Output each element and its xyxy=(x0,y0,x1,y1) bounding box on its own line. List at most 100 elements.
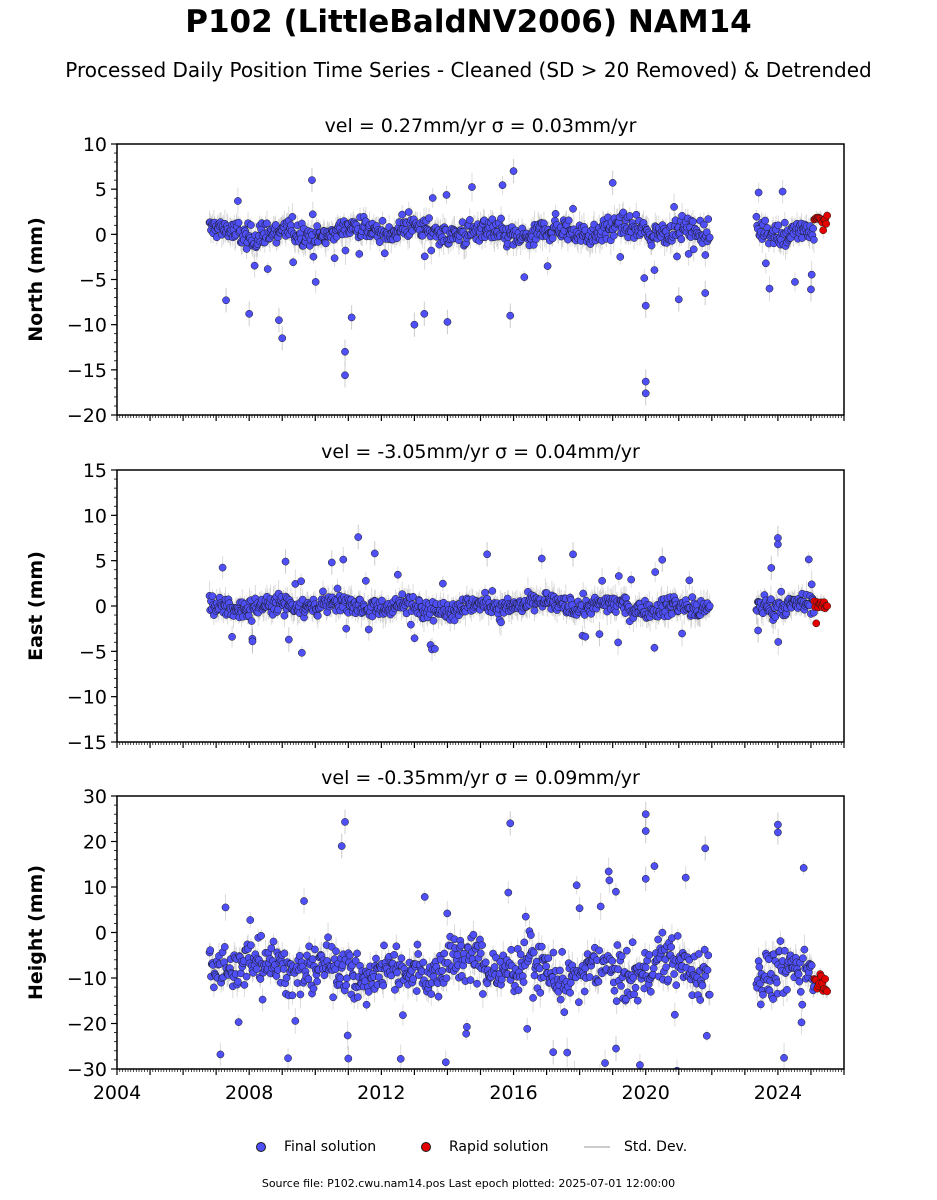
final-point xyxy=(465,216,474,224)
final-point xyxy=(288,212,297,221)
final-point xyxy=(443,909,452,918)
final-point xyxy=(614,572,623,580)
rapid-solution-points xyxy=(810,597,831,628)
final-point xyxy=(247,617,256,625)
final-point xyxy=(614,638,622,647)
final-point xyxy=(398,590,407,598)
final-point xyxy=(650,266,659,274)
final-point xyxy=(271,221,280,229)
final-point xyxy=(353,993,362,1001)
final-point xyxy=(625,212,634,220)
figure-title: P102 (LittleBaldNV2006) NAM14 xyxy=(185,4,752,40)
y-axis-label: North (mm) xyxy=(25,217,47,342)
y-tick-label: −5 xyxy=(79,270,107,292)
final-point xyxy=(809,224,817,233)
final-point xyxy=(705,602,714,610)
final-point xyxy=(807,270,816,279)
final-point xyxy=(278,334,287,343)
y-ticks: −20 −15 −10 −5 0 5 10 xyxy=(67,134,117,427)
final-point xyxy=(300,897,308,905)
final-point xyxy=(428,194,437,202)
final-point xyxy=(314,611,322,620)
final-point xyxy=(234,1018,243,1026)
final-point xyxy=(674,295,683,304)
final-point xyxy=(420,252,429,261)
final-point xyxy=(393,570,402,579)
final-point xyxy=(450,616,459,625)
final-point xyxy=(777,587,785,596)
final-point xyxy=(372,954,380,963)
final-point xyxy=(392,942,401,951)
rapid-point xyxy=(819,226,828,235)
final-point xyxy=(313,222,321,230)
final-point xyxy=(280,611,289,620)
final-point xyxy=(419,958,428,967)
final-point xyxy=(407,620,415,629)
final-point xyxy=(250,261,259,270)
final-point xyxy=(677,235,686,244)
final-point xyxy=(409,975,417,983)
final-point xyxy=(245,309,254,318)
final-point xyxy=(281,557,290,566)
x-ticks xyxy=(116,415,845,421)
final-point xyxy=(564,216,573,225)
final-point xyxy=(377,596,386,605)
final-point xyxy=(240,981,249,989)
final-point xyxy=(380,249,389,258)
rapid-solution-points xyxy=(810,211,831,235)
final-point xyxy=(341,347,349,356)
final-point xyxy=(263,265,272,273)
final-point xyxy=(441,1058,450,1067)
y-tick-label: 10 xyxy=(83,134,107,156)
final-point xyxy=(778,187,787,196)
final-point xyxy=(440,949,449,958)
y-ticks: −15 −10 −5 0 5 10 15 xyxy=(67,460,117,754)
plot-area xyxy=(205,801,831,1069)
final-point xyxy=(362,1000,371,1009)
final-point xyxy=(246,916,255,924)
std-dev-bars xyxy=(209,524,828,661)
final-point xyxy=(752,212,761,221)
final-point xyxy=(627,575,636,584)
final-point xyxy=(678,629,686,638)
final-point xyxy=(551,209,560,218)
final-point xyxy=(483,550,491,559)
final-point xyxy=(220,943,229,951)
final-point xyxy=(804,555,813,564)
final-point xyxy=(616,253,625,261)
final-point xyxy=(324,933,332,942)
final-point xyxy=(343,1031,352,1040)
final-point xyxy=(420,309,429,318)
final-point xyxy=(206,946,215,955)
final-point xyxy=(647,241,656,250)
final-point xyxy=(347,313,356,322)
final-point xyxy=(689,217,697,226)
panel-title: vel = -0.35mm/yr σ = 0.09mm/yr xyxy=(321,767,640,789)
final-point xyxy=(308,210,317,219)
final-solution-points xyxy=(205,533,818,657)
final-point xyxy=(641,301,650,310)
final-point xyxy=(530,606,539,615)
final-point xyxy=(380,941,388,950)
final-point xyxy=(361,576,370,585)
final-point xyxy=(463,1023,471,1031)
final-point xyxy=(754,188,763,197)
final-point xyxy=(304,975,313,983)
final-point xyxy=(330,254,339,262)
std-dev-bars xyxy=(209,158,828,406)
final-point xyxy=(410,634,419,643)
axes-frame xyxy=(116,143,845,416)
final-point xyxy=(543,262,552,270)
final-point xyxy=(807,285,815,294)
final-point xyxy=(762,259,770,268)
final-point xyxy=(608,178,617,187)
final-point xyxy=(774,638,783,646)
final-point xyxy=(333,584,342,593)
final-point xyxy=(319,587,327,596)
panel-title: vel = 0.27mm/yr σ = 0.03mm/yr xyxy=(325,115,637,137)
final-point xyxy=(228,632,236,641)
final-point xyxy=(684,250,693,258)
final-point xyxy=(431,644,439,653)
final-point xyxy=(234,197,242,205)
